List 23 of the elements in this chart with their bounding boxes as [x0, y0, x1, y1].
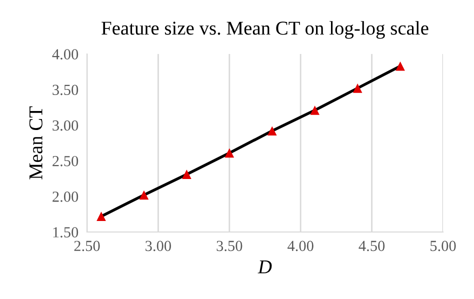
y-tick-label: 2.00 [52, 192, 78, 202]
point [224, 148, 234, 158]
x-tick-label: 4.50 [358, 240, 385, 252]
y-tick-label: 3.00 [52, 120, 78, 131]
chart-title: Feature size vs. Mean CT on log-log scale [102, 21, 428, 39]
y-tick-label: 3.50 [52, 84, 78, 96]
point [396, 61, 405, 71]
x-tick-label: 3.00 [146, 240, 171, 252]
x-tick-label: 2.50 [74, 240, 100, 252]
x-tick-label: 5.00 [430, 240, 456, 252]
y-axis-title: Mean CT [29, 106, 42, 180]
x-tick-label: 4.00 [288, 240, 314, 252]
point [96, 212, 106, 221]
x-tick-label: 3.50 [216, 240, 242, 252]
point [352, 84, 362, 93]
point [267, 126, 277, 136]
y-tick-label: 1.50 [53, 227, 78, 238]
point [182, 170, 192, 179]
point [310, 106, 320, 115]
y-tick-label: 4.00 [52, 49, 78, 60]
y-tick-label: 2.50 [52, 156, 78, 166]
x-axis-title: D [258, 260, 272, 274]
point [139, 190, 149, 200]
